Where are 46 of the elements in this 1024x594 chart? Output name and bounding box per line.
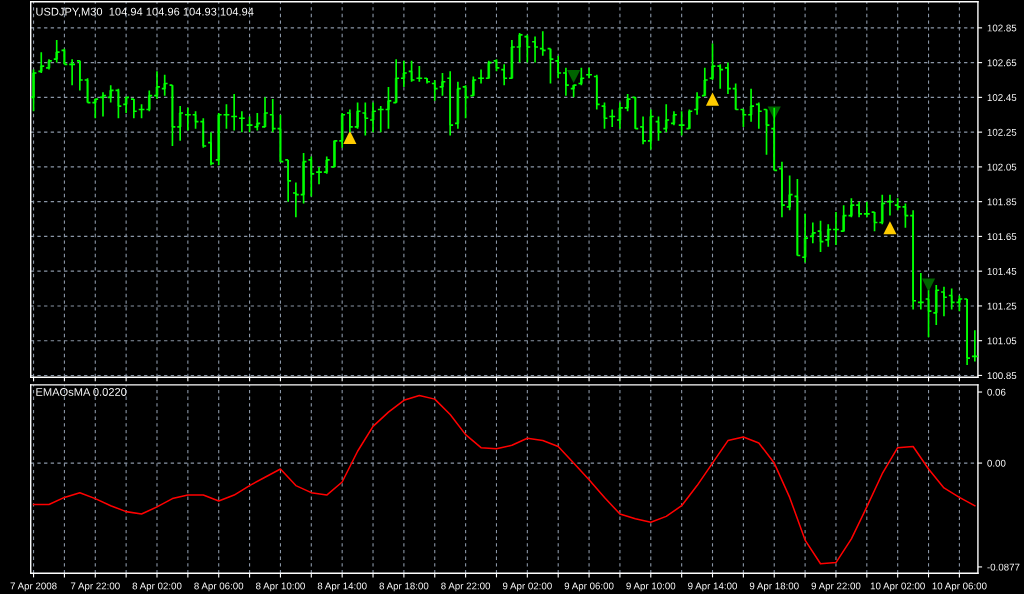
candlestick <box>688 108 691 130</box>
y-tick-label: 101.85 <box>987 198 1017 206</box>
y-tick-label: 102.65 <box>987 59 1017 67</box>
x-tick-label: 8 Apr 02:00 <box>132 582 182 592</box>
x-tick-label: 9 Apr 06:00 <box>564 582 614 592</box>
point <box>883 221 897 235</box>
x-tick-label: 9 Apr 02:00 <box>502 582 552 592</box>
y-tick-label: 102.45 <box>987 94 1017 101</box>
point <box>705 92 720 106</box>
x-tick-label: 9 Apr 18:00 <box>749 582 799 592</box>
x-tick-label: 8 Apr 18:00 <box>379 582 429 592</box>
candlestick <box>155 70 159 100</box>
y-tick-label: 0.06 <box>987 388 1006 396</box>
point <box>343 130 357 144</box>
y-tick-label: 101.05 <box>987 337 1017 345</box>
y-tick-label: 101.25 <box>987 302 1017 310</box>
y-tick-label: 102.25 <box>987 128 1017 136</box>
x-tick-label: 8 Apr 14:00 <box>317 582 367 592</box>
x-tick-label: 8 Apr 22:00 <box>441 582 491 592</box>
y-tick-label: 101.45 <box>987 267 1017 275</box>
y-tick-label: 102.05 <box>987 163 1017 171</box>
line-series <box>32 394 976 565</box>
x-tick-label: 9 Apr 10:00 <box>626 582 676 592</box>
point <box>921 278 936 292</box>
chart-title: EMAOsMA 0.0220 <box>36 388 127 396</box>
y-tick-label: 0.00 <box>987 459 1006 467</box>
y-tick-label: 100.85 <box>987 372 1017 380</box>
y-tick-label: -0.0877 <box>987 563 1020 571</box>
candlestick <box>672 110 676 127</box>
chart-title: USDJPY,M30 104.94 104.96 104.93 104.94 <box>36 7 254 17</box>
x-tick-label: 10 Apr 02:00 <box>870 582 925 592</box>
point <box>567 69 581 84</box>
x-tick-label: 8 Apr 10:00 <box>256 582 305 592</box>
x-tick-label: 8 Apr 06:00 <box>194 582 244 592</box>
candlestick <box>47 58 51 71</box>
y-tick-label: 101.65 <box>987 233 1017 241</box>
candlestick <box>371 101 375 133</box>
x-tick-label: 9 Apr 14:00 <box>688 582 737 592</box>
candlestick <box>101 91 105 118</box>
candlestick <box>333 139 336 168</box>
x-tick-label: 9 Apr 22:00 <box>811 582 861 592</box>
y-tick-label: 102.85 <box>987 24 1017 32</box>
candlestick <box>263 96 267 128</box>
x-tick-label: 7 Apr 22:00 <box>70 582 120 592</box>
x-tick-label: 10 Apr 06:00 <box>932 582 987 592</box>
x-tick-label: 7 Apr 2008 <box>10 582 57 592</box>
